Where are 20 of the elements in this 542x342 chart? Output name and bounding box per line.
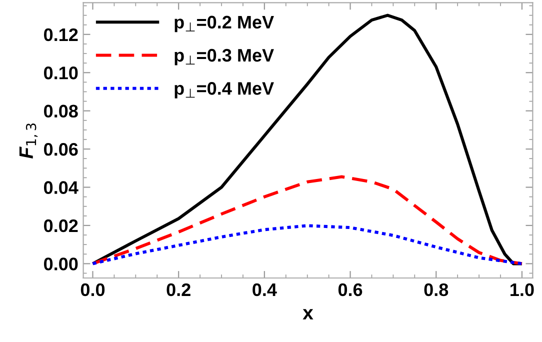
x-tick-label: 0.6 [338, 283, 362, 296]
x-tick-label: 0.8 [424, 283, 448, 296]
y-axis-title: F$_{1,3}$ [19, 124, 38, 158]
x-tick-label: 0.4 [252, 283, 277, 296]
y-tick-label: 0.08 [44, 104, 78, 118]
y-tick-label: 0.10 [44, 66, 78, 80]
line-series [91, 175, 524, 266]
y-tick-label: 0.02 [44, 219, 78, 232]
y-tick-label: 0.12 [44, 28, 78, 42]
x-tick-label: 0.0 [80, 283, 105, 296]
legend-label: p$_{⊥}$=0.3 MeV [174, 48, 274, 66]
y-tick-label: 0.06 [44, 142, 78, 156]
y-tick-label: 0.04 [44, 181, 78, 194]
line-series [91, 224, 524, 266]
legend-label: p$_{⊥}$=0.2 MeV [174, 16, 274, 32]
x-tick-label: 0.2 [166, 283, 190, 296]
legend-label: p$_{⊥}$=0.4 MeV [174, 82, 274, 98]
y-tick-label: 0.00 [44, 258, 78, 270]
x-axis-title: x [302, 309, 314, 320]
x-tick-label: 1.0 [510, 283, 534, 296]
